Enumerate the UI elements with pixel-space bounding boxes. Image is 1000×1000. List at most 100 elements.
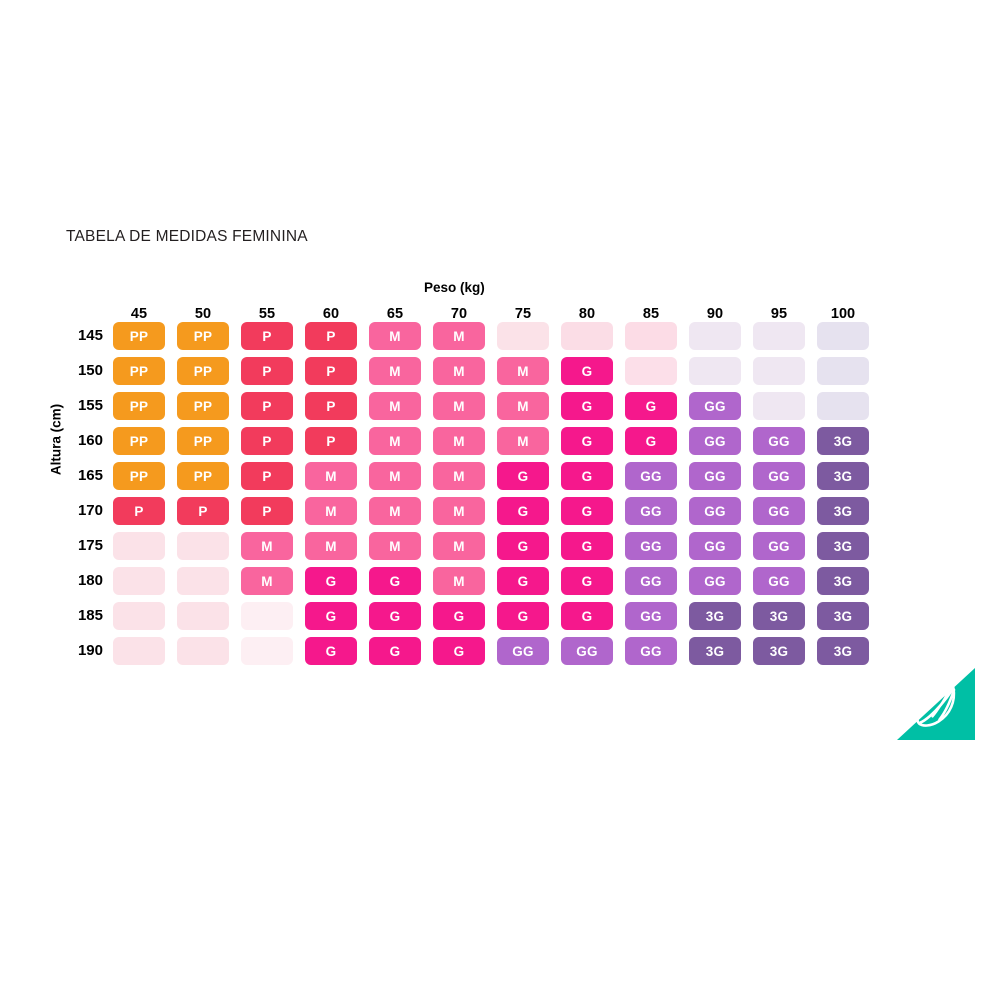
size-cell[interactable]: P [241, 322, 293, 350]
empty-cell[interactable] [753, 392, 805, 420]
empty-cell[interactable] [113, 602, 165, 630]
size-cell[interactable]: M [433, 532, 485, 560]
size-cell[interactable]: M [305, 532, 357, 560]
size-cell[interactable]: PP [177, 392, 229, 420]
size-cell[interactable]: PP [177, 357, 229, 385]
size-cell[interactable]: PP [113, 357, 165, 385]
size-cell[interactable]: G [305, 567, 357, 595]
size-cell[interactable]: 3G [817, 497, 869, 525]
size-cell[interactable]: P [305, 392, 357, 420]
size-cell[interactable]: G [561, 567, 613, 595]
size-cell[interactable]: 3G [817, 637, 869, 665]
size-cell[interactable]: PP [177, 427, 229, 455]
size-cell[interactable]: G [497, 567, 549, 595]
size-cell[interactable]: GG [753, 427, 805, 455]
size-cell[interactable]: GG [689, 462, 741, 490]
size-cell[interactable]: M [305, 462, 357, 490]
size-cell[interactable]: GG [625, 567, 677, 595]
size-cell[interactable]: 3G [817, 532, 869, 560]
size-cell[interactable]: G [625, 427, 677, 455]
size-cell[interactable]: GG [689, 532, 741, 560]
size-cell[interactable]: G [305, 602, 357, 630]
size-cell[interactable]: G [561, 602, 613, 630]
size-cell[interactable]: GG [689, 392, 741, 420]
empty-cell[interactable] [625, 357, 677, 385]
size-cell[interactable]: GG [561, 637, 613, 665]
size-cell[interactable]: M [369, 532, 421, 560]
size-cell[interactable]: G [497, 462, 549, 490]
size-cell[interactable]: M [369, 427, 421, 455]
size-cell[interactable]: GG [625, 637, 677, 665]
size-cell[interactable]: 3G [817, 462, 869, 490]
size-cell[interactable]: 3G [689, 602, 741, 630]
empty-cell[interactable] [753, 357, 805, 385]
size-cell[interactable]: M [305, 497, 357, 525]
size-cell[interactable]: M [433, 427, 485, 455]
size-cell[interactable]: P [305, 322, 357, 350]
empty-cell[interactable] [177, 637, 229, 665]
size-cell[interactable]: GG [497, 637, 549, 665]
size-cell[interactable]: PP [113, 427, 165, 455]
size-cell[interactable]: M [369, 497, 421, 525]
empty-cell[interactable] [817, 357, 869, 385]
size-cell[interactable]: GG [753, 497, 805, 525]
size-cell[interactable]: P [113, 497, 165, 525]
empty-cell[interactable] [113, 637, 165, 665]
size-cell[interactable]: G [625, 392, 677, 420]
size-cell[interactable]: 3G [817, 602, 869, 630]
size-cell[interactable]: PP [113, 392, 165, 420]
size-cell[interactable]: GG [689, 427, 741, 455]
size-cell[interactable]: 3G [753, 637, 805, 665]
size-cell[interactable]: M [433, 497, 485, 525]
size-cell[interactable]: GG [753, 532, 805, 560]
size-cell[interactable]: P [305, 357, 357, 385]
size-cell[interactable]: M [433, 462, 485, 490]
size-cell[interactable]: GG [625, 602, 677, 630]
empty-cell[interactable] [689, 357, 741, 385]
size-cell[interactable]: GG [625, 532, 677, 560]
size-cell[interactable]: 3G [817, 427, 869, 455]
empty-cell[interactable] [625, 322, 677, 350]
size-cell[interactable]: PP [113, 462, 165, 490]
empty-cell[interactable] [753, 322, 805, 350]
empty-cell[interactable] [561, 322, 613, 350]
size-cell[interactable]: P [305, 427, 357, 455]
empty-cell[interactable] [817, 322, 869, 350]
size-cell[interactable]: M [497, 392, 549, 420]
empty-cell[interactable] [241, 637, 293, 665]
size-cell[interactable]: GG [689, 567, 741, 595]
size-cell[interactable]: G [561, 462, 613, 490]
size-cell[interactable]: PP [177, 322, 229, 350]
empty-cell[interactable] [177, 602, 229, 630]
size-cell[interactable]: G [561, 357, 613, 385]
size-cell[interactable]: PP [113, 322, 165, 350]
size-cell[interactable]: M [433, 392, 485, 420]
size-cell[interactable]: G [433, 637, 485, 665]
empty-cell[interactable] [113, 532, 165, 560]
empty-cell[interactable] [689, 322, 741, 350]
empty-cell[interactable] [497, 322, 549, 350]
size-cell[interactable]: GG [689, 497, 741, 525]
size-cell[interactable]: 3G [753, 602, 805, 630]
size-cell[interactable]: M [369, 322, 421, 350]
size-cell[interactable]: GG [625, 462, 677, 490]
size-cell[interactable]: 3G [689, 637, 741, 665]
size-cell[interactable]: M [369, 462, 421, 490]
size-cell[interactable]: M [433, 357, 485, 385]
size-cell[interactable]: M [497, 427, 549, 455]
size-cell[interactable]: P [241, 462, 293, 490]
size-cell[interactable]: M [497, 357, 549, 385]
size-cell[interactable]: M [433, 322, 485, 350]
size-cell[interactable]: P [241, 497, 293, 525]
size-cell[interactable]: G [561, 497, 613, 525]
size-cell[interactable]: P [177, 497, 229, 525]
size-cell[interactable]: G [561, 427, 613, 455]
size-cell[interactable]: G [433, 602, 485, 630]
size-cell[interactable]: G [497, 532, 549, 560]
size-cell[interactable]: G [497, 602, 549, 630]
size-cell[interactable]: G [369, 567, 421, 595]
empty-cell[interactable] [241, 602, 293, 630]
size-cell[interactable]: GG [753, 462, 805, 490]
size-cell[interactable]: G [369, 602, 421, 630]
size-cell[interactable]: M [369, 392, 421, 420]
